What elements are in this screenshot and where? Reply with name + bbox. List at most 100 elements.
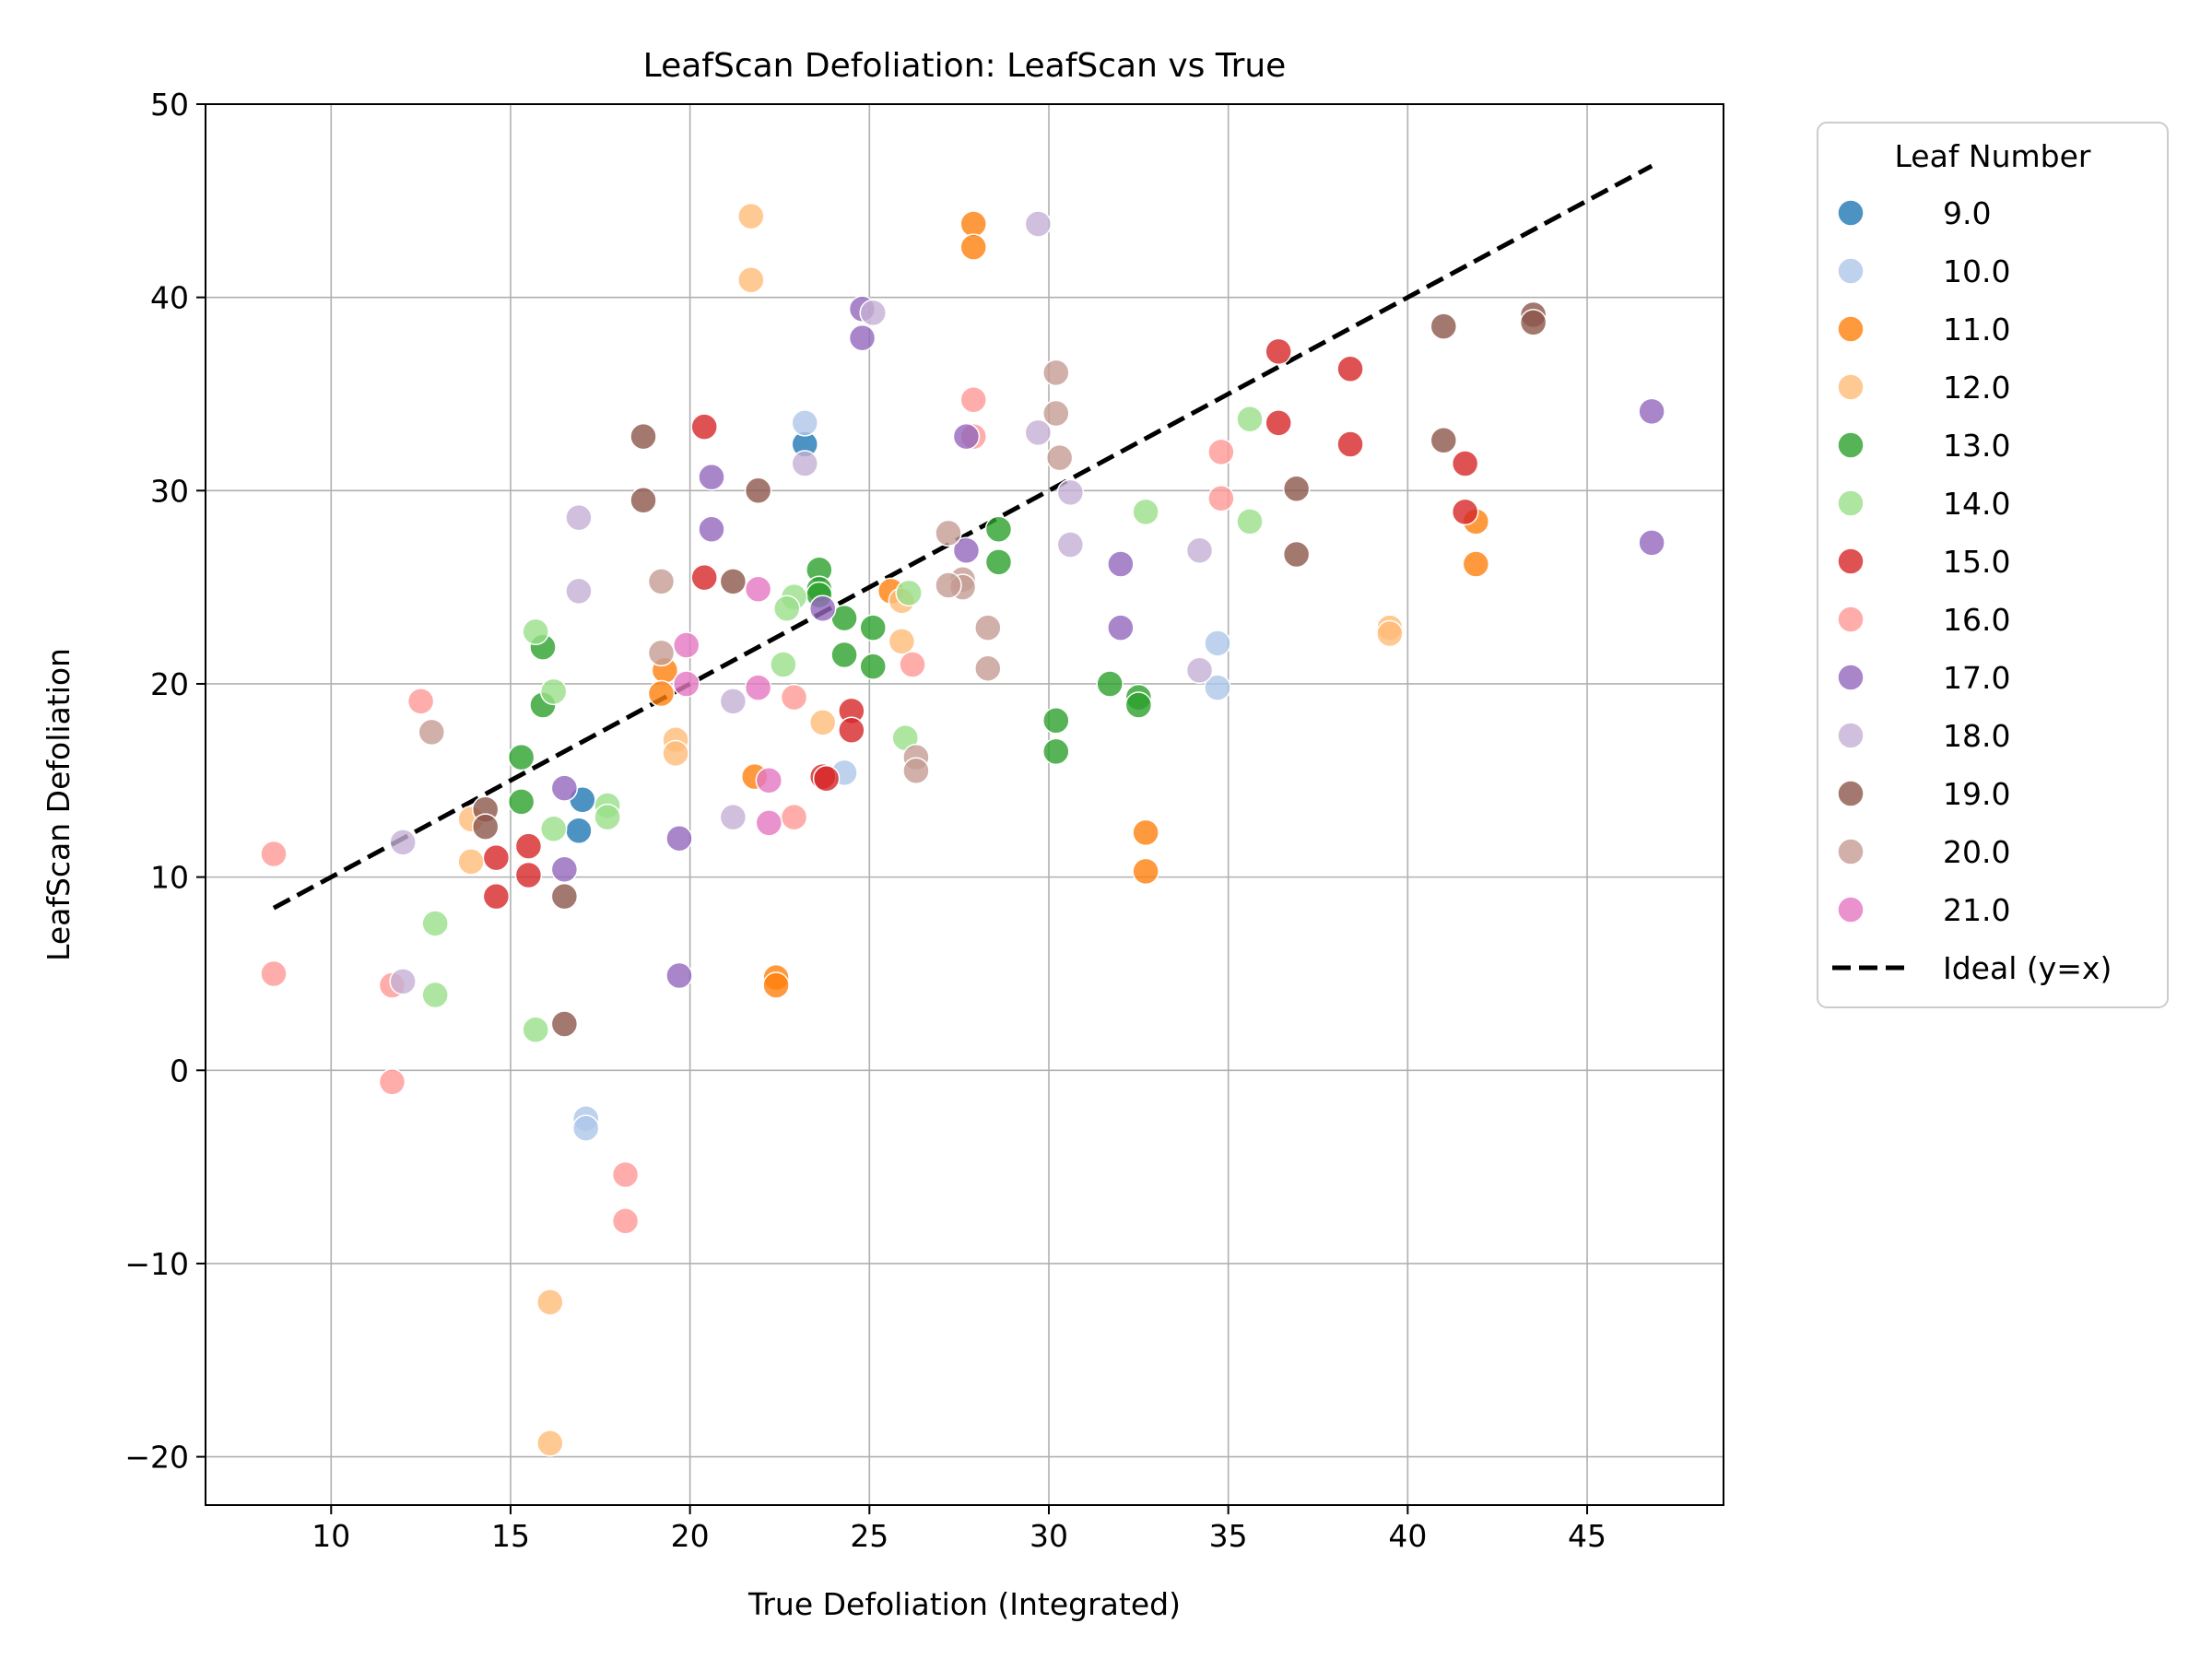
data-point bbox=[672, 631, 700, 659]
legend-marker bbox=[1837, 257, 1865, 285]
data-point bbox=[1376, 619, 1404, 648]
data-point bbox=[1282, 475, 1311, 502]
data-point bbox=[1236, 405, 1264, 433]
data-point bbox=[1638, 529, 1665, 557]
data-point bbox=[571, 1114, 600, 1142]
data-point bbox=[744, 477, 772, 505]
data-point bbox=[1430, 427, 1458, 454]
data-point bbox=[812, 764, 841, 793]
data-point bbox=[895, 579, 923, 607]
data-point bbox=[389, 829, 417, 856]
data-point bbox=[959, 386, 987, 414]
legend-marker bbox=[1837, 489, 1865, 517]
data-point bbox=[482, 843, 511, 872]
legend: Leaf Number 9.0 10.0 11.0 12.0 13.0 14.0 15.0 1… bbox=[1817, 122, 2169, 1008]
data-point bbox=[539, 815, 568, 842]
data-point bbox=[457, 848, 485, 876]
data-point bbox=[662, 739, 689, 768]
data-point bbox=[1451, 498, 1479, 526]
legend-marker bbox=[1837, 606, 1865, 633]
data-point bbox=[550, 774, 579, 802]
data-point bbox=[565, 503, 593, 532]
x-axis-ticks: 10 15 20 25 30 35 40 45 bbox=[312, 1505, 1606, 1554]
data-point bbox=[690, 413, 718, 441]
data-point bbox=[1265, 409, 1292, 437]
legend-marker bbox=[1837, 199, 1865, 227]
legend-marker bbox=[1837, 664, 1865, 691]
data-point bbox=[421, 910, 449, 937]
data-point bbox=[389, 968, 417, 995]
data-point bbox=[647, 568, 676, 595]
x-tick-label: 25 bbox=[850, 1518, 888, 1554]
data-point bbox=[780, 803, 808, 831]
ideal-reference-line bbox=[272, 163, 1653, 911]
legend-items: 9.0 10.0 11.0 12.0 13.0 14.0 15.0 16.0 17.0 18.0 1… bbox=[1832, 195, 2112, 986]
legend-label: 9.0 bbox=[1943, 195, 1991, 231]
data-point bbox=[611, 1207, 640, 1235]
data-point bbox=[1024, 418, 1053, 447]
legend-title: Leaf Number bbox=[1894, 138, 2090, 174]
data-point bbox=[482, 882, 511, 911]
data-point bbox=[514, 861, 543, 889]
data-point bbox=[536, 1288, 564, 1316]
data-point bbox=[471, 813, 500, 841]
data-point bbox=[773, 594, 801, 622]
legend-frame bbox=[1817, 122, 2169, 1008]
data-point bbox=[830, 641, 858, 669]
y-tick-label: 10 bbox=[150, 860, 189, 896]
data-point bbox=[780, 683, 808, 712]
y-tick-label: 30 bbox=[150, 473, 189, 509]
y-tick-label: 40 bbox=[150, 280, 189, 316]
x-tick-label: 15 bbox=[491, 1518, 530, 1554]
data-point bbox=[1462, 550, 1490, 578]
data-point bbox=[755, 809, 783, 837]
x-tick-label: 45 bbox=[1568, 1518, 1606, 1554]
data-point bbox=[1185, 536, 1214, 565]
legend-label: 13.0 bbox=[1943, 428, 2010, 464]
legend-marker bbox=[1837, 896, 1865, 924]
data-point bbox=[1519, 309, 1547, 336]
data-point bbox=[719, 568, 747, 595]
data-point bbox=[859, 299, 887, 327]
data-point bbox=[565, 577, 593, 606]
data-point bbox=[629, 422, 657, 451]
data-point bbox=[507, 743, 535, 771]
data-point bbox=[762, 971, 790, 999]
legend-label: 14.0 bbox=[1943, 486, 2010, 522]
legend-marker bbox=[1837, 722, 1865, 749]
data-point bbox=[791, 409, 818, 437]
data-point bbox=[959, 233, 987, 261]
y-axis-label: LeafScan Defoliation bbox=[41, 648, 76, 961]
data-point bbox=[522, 618, 549, 646]
data-point bbox=[1124, 691, 1153, 719]
data-point bbox=[744, 575, 772, 603]
data-point bbox=[719, 803, 747, 831]
data-points bbox=[260, 202, 1665, 1457]
data-point bbox=[737, 266, 765, 294]
data-point bbox=[406, 688, 435, 715]
ideal-line bbox=[272, 163, 1653, 911]
data-point bbox=[629, 487, 657, 514]
data-point bbox=[260, 840, 288, 868]
data-point bbox=[1430, 312, 1458, 340]
x-tick-label: 10 bbox=[312, 1518, 350, 1554]
legend-label: 11.0 bbox=[1943, 312, 2010, 347]
data-point bbox=[690, 563, 718, 592]
legend-marker bbox=[1837, 547, 1865, 575]
data-point bbox=[514, 832, 543, 860]
data-point bbox=[1132, 818, 1159, 847]
x-axis-label: True Defoliation (Integrated) bbox=[747, 1586, 1181, 1622]
data-point bbox=[260, 959, 288, 988]
data-point bbox=[952, 422, 981, 451]
data-point bbox=[665, 961, 693, 990]
data-point bbox=[418, 718, 446, 747]
data-point bbox=[899, 651, 926, 678]
data-point bbox=[665, 824, 693, 853]
data-point bbox=[755, 767, 783, 794]
data-point bbox=[536, 1430, 564, 1457]
data-point bbox=[1236, 508, 1264, 535]
data-point bbox=[1336, 430, 1364, 458]
data-point bbox=[1107, 614, 1135, 641]
legend-label: 19.0 bbox=[1943, 776, 2010, 812]
